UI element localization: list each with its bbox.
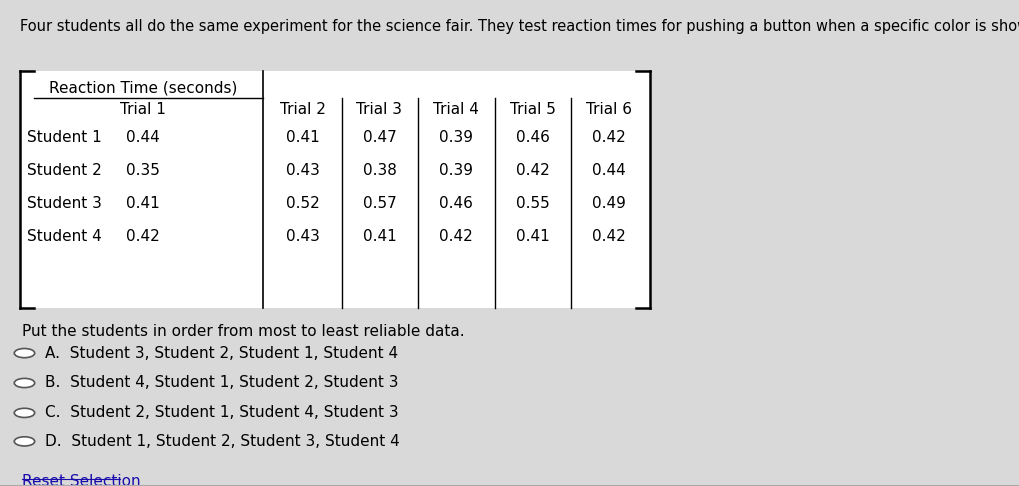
Text: 0.42: 0.42 xyxy=(591,229,626,244)
Text: 0.46: 0.46 xyxy=(515,129,549,144)
Text: Four students all do the same experiment for the science fair. They test reactio: Four students all do the same experiment… xyxy=(20,19,1019,35)
Text: 0.42: 0.42 xyxy=(591,129,626,144)
Text: Trial 4: Trial 4 xyxy=(433,102,478,117)
Text: Trial 5: Trial 5 xyxy=(510,102,554,117)
Text: 0.41: 0.41 xyxy=(515,229,549,244)
Text: 0.49: 0.49 xyxy=(591,196,626,211)
Text: 0.47: 0.47 xyxy=(362,129,396,144)
Text: 0.57: 0.57 xyxy=(362,196,396,211)
Circle shape xyxy=(14,437,35,446)
Text: Trial 6: Trial 6 xyxy=(585,102,632,117)
Text: C.  Student 2, Student 1, Student 4, Student 3: C. Student 2, Student 1, Student 4, Stud… xyxy=(45,405,398,420)
Text: 0.42: 0.42 xyxy=(515,163,549,177)
Text: B.  Student 4, Student 1, Student 2, Student 3: B. Student 4, Student 1, Student 2, Stud… xyxy=(45,376,398,390)
FancyBboxPatch shape xyxy=(20,71,649,308)
Text: 0.41: 0.41 xyxy=(285,129,320,144)
Text: 0.55: 0.55 xyxy=(515,196,549,211)
Text: A.  Student 3, Student 2, Student 1, Student 4: A. Student 3, Student 2, Student 1, Stud… xyxy=(45,346,397,361)
Text: Put the students in order from most to least reliable data.: Put the students in order from most to l… xyxy=(22,324,465,339)
Text: 0.41: 0.41 xyxy=(362,229,396,244)
Text: Student 3: Student 3 xyxy=(26,196,101,211)
Text: Student 1: Student 1 xyxy=(26,129,101,144)
Text: Trial 2: Trial 2 xyxy=(280,102,325,117)
Text: Student 4: Student 4 xyxy=(26,229,101,244)
Text: 0.41: 0.41 xyxy=(125,196,160,211)
Text: 0.42: 0.42 xyxy=(438,229,473,244)
Circle shape xyxy=(14,379,35,388)
Text: Student 2: Student 2 xyxy=(26,163,101,177)
Text: Trial 3: Trial 3 xyxy=(356,102,403,117)
Text: 0.39: 0.39 xyxy=(438,129,473,144)
Text: 0.43: 0.43 xyxy=(285,229,320,244)
Text: 0.44: 0.44 xyxy=(591,163,626,177)
Text: Reset Selection: Reset Selection xyxy=(22,473,141,486)
Text: 0.46: 0.46 xyxy=(438,196,473,211)
Text: 0.52: 0.52 xyxy=(285,196,320,211)
Circle shape xyxy=(14,348,35,358)
Text: D.  Student 1, Student 2, Student 3, Student 4: D. Student 1, Student 2, Student 3, Stud… xyxy=(45,434,399,449)
Circle shape xyxy=(14,408,35,417)
Text: 0.38: 0.38 xyxy=(362,163,396,177)
Text: 0.43: 0.43 xyxy=(285,163,320,177)
Text: Trial 1: Trial 1 xyxy=(120,102,165,117)
Text: 0.39: 0.39 xyxy=(438,163,473,177)
Text: 0.35: 0.35 xyxy=(125,163,160,177)
Text: 0.44: 0.44 xyxy=(125,129,160,144)
Text: 0.42: 0.42 xyxy=(125,229,160,244)
Text: Reaction Time (seconds): Reaction Time (seconds) xyxy=(49,81,236,96)
